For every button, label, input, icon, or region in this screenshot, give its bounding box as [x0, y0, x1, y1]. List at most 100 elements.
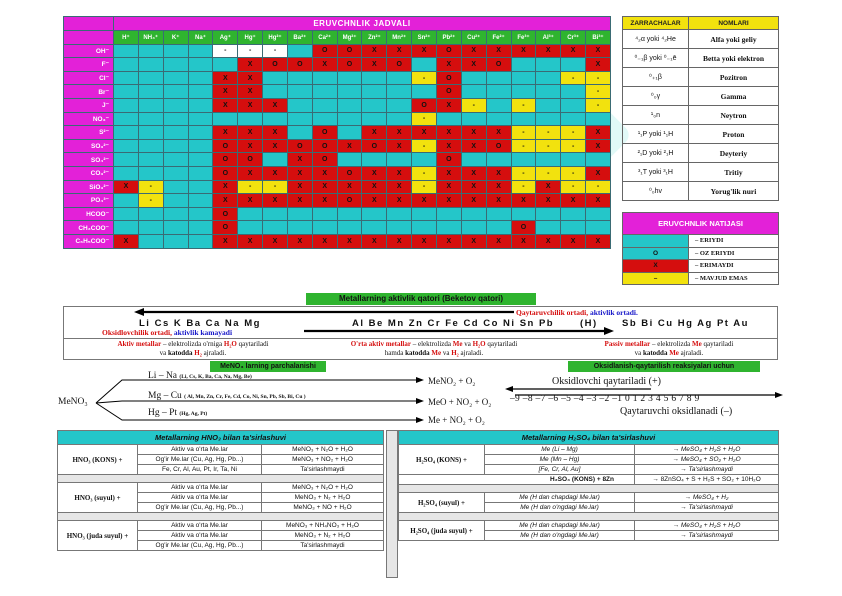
product-cell: → MeSO₄ + H₂	[633, 492, 780, 503]
particle-name: Deyteriy	[688, 143, 779, 163]
solubility-cell	[286, 206, 313, 222]
solubility-cell: X	[286, 152, 313, 167]
solubility-cell	[435, 206, 462, 222]
particle-row: ⁴₂α yoki ⁴₂He Alfa yoki geliy	[622, 29, 779, 49]
solubility-cell	[311, 111, 338, 127]
solubility-cell	[361, 97, 388, 113]
nitrate-root: MeNO₃	[58, 397, 88, 407]
solubility-cell: -	[411, 70, 437, 86]
solubility-cell: X	[585, 138, 611, 154]
solubility-cell	[510, 84, 537, 99]
solubility-cell	[535, 57, 562, 72]
solubility-cell	[510, 57, 537, 72]
cation-header: K⁺	[162, 30, 189, 45]
solubility-cell	[336, 152, 363, 167]
anion-label: Cl⁻	[63, 70, 114, 86]
redox-arrows	[505, 386, 783, 398]
solubility-cell: X	[386, 138, 413, 154]
solubility-row: HCOO⁻ O	[63, 206, 611, 222]
oxidizing-text: Oksidlovchilik ortadi,	[102, 328, 173, 337]
reactant-cell: Me (Li – Mg)	[484, 444, 635, 455]
reactant-cell: Aktiv va o'rta Me.lar	[137, 482, 262, 493]
product-cell: Ta'sirlashmaydi	[260, 540, 385, 551]
solubility-cell	[386, 97, 413, 113]
legend-row: – ERIYDI	[622, 234, 779, 248]
solubility-cell	[113, 57, 139, 72]
solubility-cell	[187, 152, 214, 167]
solubility-cell: O	[212, 152, 239, 167]
cation-header: Bi³⁺	[585, 30, 611, 45]
solubility-cell: -	[560, 179, 587, 195]
solubility-cell: O	[262, 57, 288, 72]
reactant-cell: Aktiv va o'rta Me.lar	[137, 530, 262, 541]
solubility-cell: O	[510, 220, 537, 235]
particle-symbol: ⁰₀γ	[622, 86, 689, 106]
solubility-cell: X	[286, 233, 313, 249]
solubility-cell: -	[237, 179, 264, 195]
particle-symbol: ⁰₋₁β yoki ⁰₋₁ē	[622, 48, 689, 68]
solubility-cell	[485, 111, 512, 127]
solubility-row: Br⁻ X X O -	[63, 84, 611, 99]
solubility-cell: O	[212, 138, 239, 154]
solubility-cell	[137, 152, 164, 167]
solubility-cell: X	[237, 125, 264, 140]
solubility-row: OH⁻ - - - O O X X X O X X X X X X	[63, 43, 611, 59]
solubility-cell: X	[460, 43, 487, 59]
cation-header: Hg²⁺	[262, 30, 288, 45]
solubility-cell	[113, 152, 139, 167]
solubility-cell: X	[435, 193, 462, 208]
solubility-cell: O	[286, 138, 313, 154]
hno3-title: Metallarning HNO₃ bilan ta'sirlashuvi	[56, 430, 385, 445]
solubility-cell	[535, 70, 562, 86]
solubility-cell: O	[361, 138, 388, 154]
nitrate-product-3: Me + NO₂ + O₂	[428, 415, 485, 425]
anion-label: HCOO⁻	[63, 206, 114, 222]
solubility-cell: O	[336, 165, 363, 181]
solubility-cell	[262, 220, 288, 235]
solubility-cell: X	[386, 43, 413, 59]
corner-cell	[63, 30, 114, 45]
cation-header: Na⁺	[187, 30, 214, 45]
solubility-cell: X	[286, 179, 313, 195]
nitrate-product-2: MeO + NO₂ + O₂	[428, 397, 492, 407]
solubility-cell	[113, 138, 139, 154]
acid-label: HNO₃ (KONS) +	[57, 444, 138, 475]
legend-row: – – MAVJUD EMAS	[622, 271, 779, 285]
reactant-cell: Aktiv va o'rta Me.lar	[137, 492, 262, 503]
solubility-cell: X	[237, 97, 264, 113]
product-cell: MeNO₃ + NH₄NO₃ + H₂O	[260, 520, 385, 531]
solubility-cell: O	[336, 43, 363, 59]
solubility-cell	[113, 70, 139, 86]
solubility-cell: X	[535, 43, 562, 59]
product-cell: MeNO₃ + N₂ + H₂O	[260, 492, 385, 503]
solubility-cell	[187, 43, 214, 59]
activity-down-text: aktivlik kamayadi	[173, 328, 233, 337]
solubility-row: CO₃²⁻ O X X X X O X X - X X X - - - X	[63, 165, 611, 181]
reactant-cell: H₂SO₄ (KONS) + 8Zn	[398, 474, 635, 485]
solubility-cell: X	[585, 165, 611, 181]
legend-swatch: –	[622, 271, 689, 285]
solubility-cell	[187, 125, 214, 140]
solubility-cell: -	[212, 43, 239, 59]
acid-label: HNO₃ (suyul) +	[57, 482, 138, 513]
solubility-cell	[510, 152, 537, 167]
solubility-cell: X	[237, 233, 264, 249]
legend-label: – ERIMAYDI	[688, 259, 779, 273]
solubility-cell	[286, 125, 313, 140]
solubility-cell: -	[411, 165, 437, 181]
solubility-cell: X	[460, 165, 487, 181]
solubility-cell	[187, 70, 214, 86]
h2so4-title: Metallarning H₂SO₄ bilan ta'sirlashuvi	[397, 430, 780, 445]
redox-title: Oksidlanish-qaytarilish reaksiyalari uch…	[568, 361, 760, 372]
solubility-cell: X	[212, 84, 239, 99]
reaction-row: Me (H dan o'ngdagi Me.lar) → Ta'sirlashma…	[399, 530, 780, 541]
solubility-cell: X	[411, 233, 437, 249]
nitrate-branches	[95, 377, 424, 423]
solubility-cell: X	[361, 125, 388, 140]
solubility-cell: X	[336, 138, 363, 154]
solubility-cell: X	[435, 57, 462, 72]
solubility-cell: X	[361, 193, 388, 208]
particle-symbol: ²₁D yoki ²₁H	[622, 143, 689, 163]
solubility-cell: -	[510, 138, 537, 154]
solubility-cell	[137, 84, 164, 99]
